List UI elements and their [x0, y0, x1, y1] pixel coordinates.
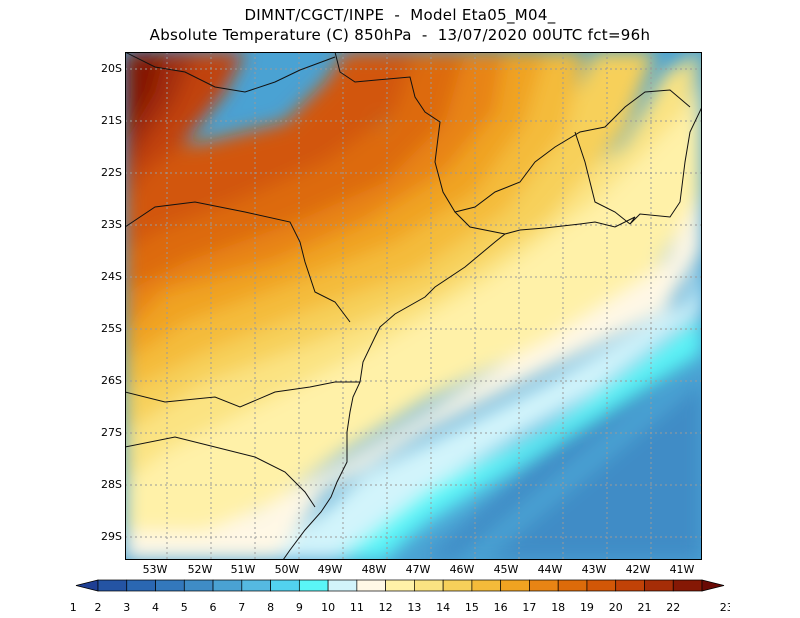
- colorbar-label: 7: [238, 601, 245, 614]
- colorbar: 1234567891011121314151617181920212223: [70, 579, 730, 614]
- colorbar-box: [126, 579, 156, 592]
- colorbar-box: [270, 579, 300, 592]
- lon-label-48w: 48W: [361, 563, 387, 576]
- colorbar-box: [298, 579, 329, 592]
- lon-label-45w: 45W: [493, 563, 519, 576]
- lon-label-51w: 51W: [230, 563, 256, 576]
- lon-label-41w: 41W: [669, 563, 695, 576]
- colorbar-box: [672, 579, 703, 592]
- lat-label-24s: 24S: [101, 270, 122, 283]
- state-border-3: [125, 381, 360, 408]
- colorbar-label: 15: [465, 601, 479, 614]
- colorbar-label: 8: [267, 601, 274, 614]
- colorbar-label: 13: [407, 601, 421, 614]
- colorbar-label: 10: [321, 601, 335, 614]
- lat-label-20s: 20S: [101, 62, 122, 75]
- lon-label-50w: 50W: [274, 563, 300, 576]
- colorbar-left-arrow: [75, 579, 99, 592]
- lon-label-46w: 46W: [449, 563, 475, 576]
- colorbar-label: 3: [123, 601, 130, 614]
- colorbar-label: 1: [70, 601, 77, 614]
- lon-label-43w: 43W: [581, 563, 607, 576]
- lon-label-49w: 49W: [317, 563, 343, 576]
- state-border-7: [574, 131, 631, 225]
- lon-label-52w: 52W: [187, 563, 213, 576]
- lat-label-28s: 28S: [101, 478, 122, 491]
- colorbar-box: [241, 579, 271, 592]
- state-border-1: [334, 52, 691, 213]
- colorbar-box: [557, 579, 588, 592]
- colorbar-label: 17: [522, 601, 536, 614]
- coastline: [282, 106, 702, 560]
- colorbar-label: 21: [637, 601, 651, 614]
- lat-label-23s: 23S: [101, 218, 122, 231]
- lon-label-44w: 44W: [537, 563, 563, 576]
- colorbar-label: 14: [436, 601, 450, 614]
- state-border-2: [125, 201, 351, 323]
- title-line-2: Absolute Temperature (C) 850hPa - 13/07/…: [149, 26, 651, 44]
- temperature-map: [125, 52, 702, 560]
- colorbar-label: 5: [181, 601, 188, 614]
- lon-label-53w: 53W: [142, 563, 168, 576]
- colorbar-box: [155, 579, 185, 592]
- colorbar-box: [586, 579, 617, 592]
- colorbar-box: [529, 579, 559, 592]
- lat-label-27s: 27S: [101, 426, 122, 439]
- colorbar-label: 6: [210, 601, 217, 614]
- colorbar-box: [385, 579, 415, 592]
- colorbar-label: 20: [609, 601, 623, 614]
- colorbar-right-arrow: [701, 579, 725, 592]
- title-line-1: DIMNT/CGCT/INPE - Model Eta05_M04_: [244, 6, 556, 24]
- colorbar-label: 12: [379, 601, 393, 614]
- colorbar-label: 16: [494, 601, 508, 614]
- colorbar-label: 19: [580, 601, 594, 614]
- colorbar-box: [327, 579, 358, 592]
- colorbar-label: 4: [152, 601, 159, 614]
- lat-label-25s: 25S: [101, 322, 122, 335]
- lon-label-42w: 42W: [625, 563, 651, 576]
- colorbar-box: [442, 579, 473, 592]
- colorbar-box: [414, 579, 444, 592]
- colorbar-label: 9: [296, 601, 303, 614]
- colorbar-box: [97, 579, 128, 592]
- colorbar-label: 22: [666, 601, 680, 614]
- state-border-4: [125, 436, 316, 508]
- colorbar-label: 23: [720, 601, 730, 614]
- colorbar-box: [356, 579, 386, 592]
- lat-label-21s: 21S: [101, 114, 122, 127]
- colorbar-label: 18: [551, 601, 565, 614]
- colorbar-box: [500, 579, 530, 592]
- colorbar-box: [644, 579, 674, 592]
- lon-label-47w: 47W: [405, 563, 431, 576]
- lat-label-26s: 26S: [101, 374, 122, 387]
- colorbar-box: [471, 579, 502, 592]
- colorbar-box: [212, 579, 243, 592]
- colorbar-label: 11: [350, 601, 364, 614]
- lat-label-29s: 29S: [101, 530, 122, 543]
- state-border-6: [454, 211, 506, 235]
- state-border-5: [125, 52, 336, 93]
- colorbar-label: 2: [95, 601, 102, 614]
- colorbar-box: [615, 579, 645, 592]
- colorbar-box: [183, 579, 214, 592]
- lat-label-22s: 22S: [101, 166, 122, 179]
